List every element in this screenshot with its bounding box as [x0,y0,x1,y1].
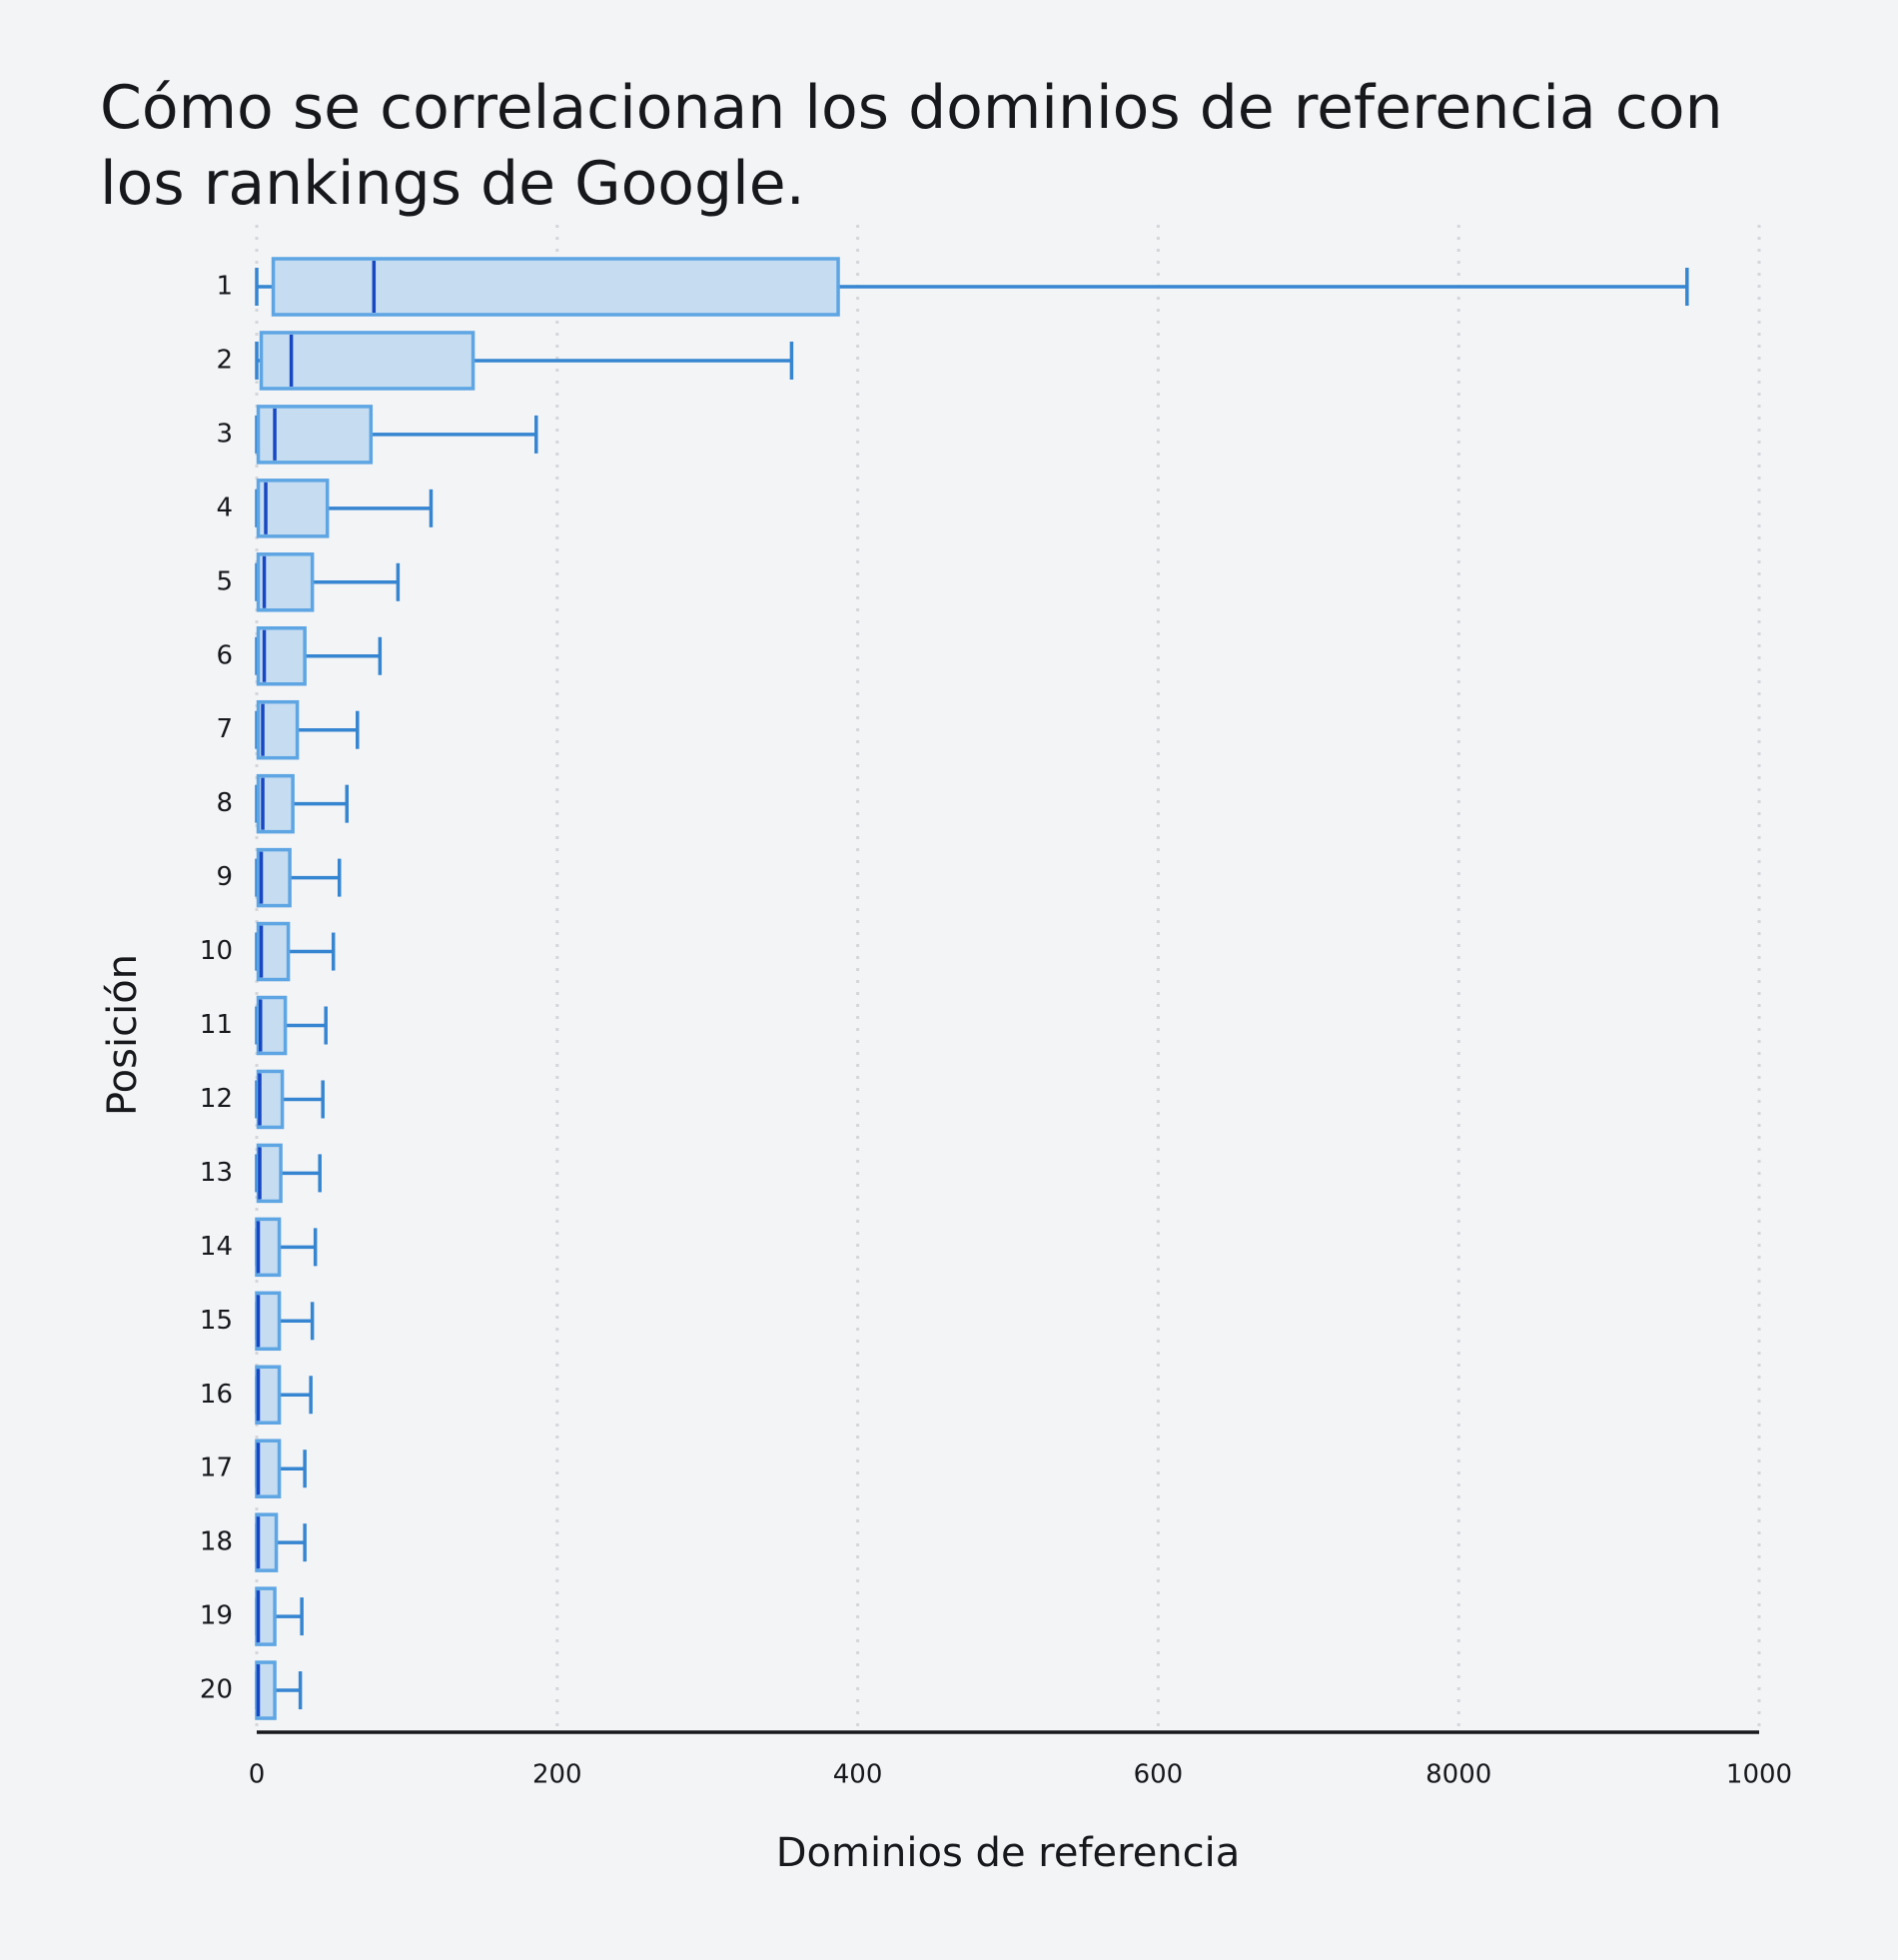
y-tick-label: 3 [216,419,233,449]
box [255,1291,282,1352]
box [256,995,288,1056]
x-tick-label: 8000 [1425,1760,1491,1790]
y-tick-label: 9 [216,862,233,892]
y-tick-label: 15 [200,1306,233,1336]
box [256,405,374,465]
y-tick-label: 7 [216,714,233,744]
x-tick-label: 200 [532,1760,582,1790]
y-tick-label: 19 [200,1601,233,1631]
y-tick-label: 18 [200,1527,233,1557]
y-tick-label: 11 [200,1010,233,1040]
box [256,699,300,760]
x-tick-label: 0 [249,1760,266,1790]
box [255,1365,282,1425]
y-tick-label: 1 [216,272,233,302]
box [255,1439,282,1498]
box [256,847,292,908]
y-tick-label: 17 [200,1454,233,1483]
y-tick-label: 6 [216,640,233,670]
y-tick-label: 16 [200,1380,233,1410]
box [256,1069,285,1130]
box [259,331,475,391]
y-tick-label: 4 [216,492,233,522]
y-tick-label: 8 [216,788,233,818]
y-tick-label: 5 [216,566,233,596]
y-tick-label: 10 [200,936,233,966]
x-tick-label: 400 [833,1760,883,1790]
box [255,1217,282,1278]
y-tick-label: 13 [200,1158,233,1188]
chart-title: Cómo se correlacionan los dominios de re… [100,73,1723,219]
x-tick-label: 1000 [1726,1760,1792,1790]
box [256,626,307,686]
box [256,552,315,612]
x-tick-label: 600 [1134,1760,1184,1790]
box [256,921,291,982]
box [256,1143,283,1204]
y-tick-label: 20 [200,1675,233,1705]
y-axis-title: Posición [100,954,146,1116]
box [256,479,330,538]
y-tick-label: 12 [200,1084,233,1114]
y-tick-label: 14 [200,1232,233,1262]
x-axis-title: Dominios de referencia [776,1830,1241,1876]
y-tick-label: 2 [216,345,233,375]
box [271,257,840,317]
